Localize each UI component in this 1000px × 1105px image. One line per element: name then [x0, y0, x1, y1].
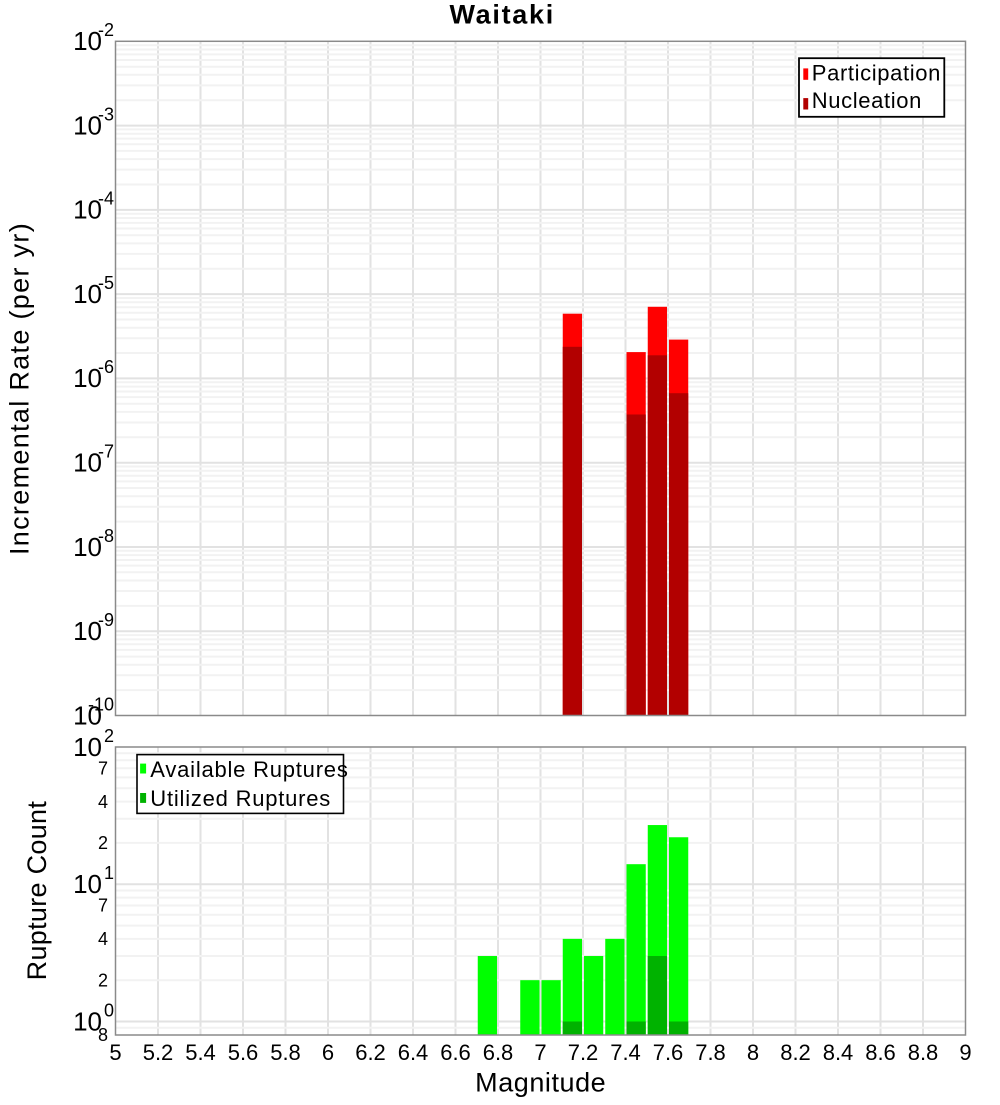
svg-text:1: 1: [104, 863, 114, 883]
svg-text:10: 10: [73, 363, 102, 393]
svg-text:8.4: 8.4: [823, 1040, 854, 1065]
svg-text:-7: -7: [98, 442, 114, 462]
svg-text:10: 10: [73, 616, 102, 646]
svg-text:4: 4: [98, 792, 108, 812]
svg-text:-8: -8: [98, 526, 114, 546]
svg-text:6.2: 6.2: [355, 1040, 386, 1065]
svg-text:Available Ruptures: Available Ruptures: [150, 757, 348, 782]
svg-text:8.8: 8.8: [908, 1040, 939, 1065]
svg-text:10: 10: [73, 869, 102, 899]
svg-text:8: 8: [747, 1040, 759, 1065]
svg-text:10: 10: [73, 532, 102, 562]
svg-text:8: 8: [98, 1025, 108, 1045]
svg-text:5.2: 5.2: [143, 1040, 174, 1065]
svg-text:Magnitude: Magnitude: [475, 1068, 606, 1098]
svg-text:10: 10: [73, 1006, 102, 1036]
svg-text:Participation: Participation: [812, 60, 941, 85]
svg-text:-5: -5: [98, 273, 114, 293]
svg-text:7.4: 7.4: [610, 1040, 641, 1065]
svg-text:2: 2: [98, 833, 108, 853]
svg-text:6.6: 6.6: [440, 1040, 471, 1065]
svg-text:0: 0: [104, 1000, 114, 1020]
svg-text:6.8: 6.8: [483, 1040, 514, 1065]
svg-text:2: 2: [104, 726, 114, 746]
svg-text:Nucleation: Nucleation: [812, 88, 922, 113]
svg-text:10: 10: [73, 732, 102, 762]
svg-text:Utilized Ruptures: Utilized Ruptures: [150, 786, 331, 811]
svg-text:Waitaki: Waitaki: [449, 0, 554, 30]
svg-text:10: 10: [73, 110, 102, 140]
svg-text:6: 6: [322, 1040, 334, 1065]
svg-text:-6: -6: [98, 357, 114, 377]
svg-text:7.2: 7.2: [568, 1040, 599, 1065]
svg-text:-10: -10: [88, 694, 114, 714]
svg-text:-9: -9: [98, 610, 114, 630]
svg-text:5.8: 5.8: [270, 1040, 301, 1065]
svg-text:-2: -2: [98, 20, 114, 40]
svg-text:10: 10: [73, 448, 102, 478]
svg-text:8.2: 8.2: [780, 1040, 811, 1065]
svg-text:10: 10: [73, 26, 102, 56]
svg-text:10: 10: [73, 195, 102, 225]
svg-text:9: 9: [959, 1040, 971, 1065]
svg-text:10: 10: [73, 700, 102, 730]
svg-text:Incremental Rate (per yr): Incremental Rate (per yr): [4, 222, 34, 555]
svg-text:5.6: 5.6: [228, 1040, 259, 1065]
svg-text:7.8: 7.8: [695, 1040, 726, 1065]
svg-text:7.6: 7.6: [653, 1040, 684, 1065]
svg-text:7: 7: [98, 759, 108, 779]
svg-text:5.4: 5.4: [185, 1040, 216, 1065]
svg-text:-3: -3: [98, 104, 114, 124]
svg-text:6.4: 6.4: [398, 1040, 429, 1065]
svg-text:8.6: 8.6: [865, 1040, 896, 1065]
svg-text:-4: -4: [98, 189, 114, 209]
svg-text:5: 5: [109, 1040, 121, 1065]
svg-text:7: 7: [534, 1040, 546, 1065]
svg-text:10: 10: [73, 279, 102, 309]
svg-text:Rupture Count: Rupture Count: [22, 801, 52, 981]
svg-text:7: 7: [98, 896, 108, 916]
svg-text:4: 4: [98, 929, 108, 949]
svg-text:2: 2: [98, 970, 108, 990]
